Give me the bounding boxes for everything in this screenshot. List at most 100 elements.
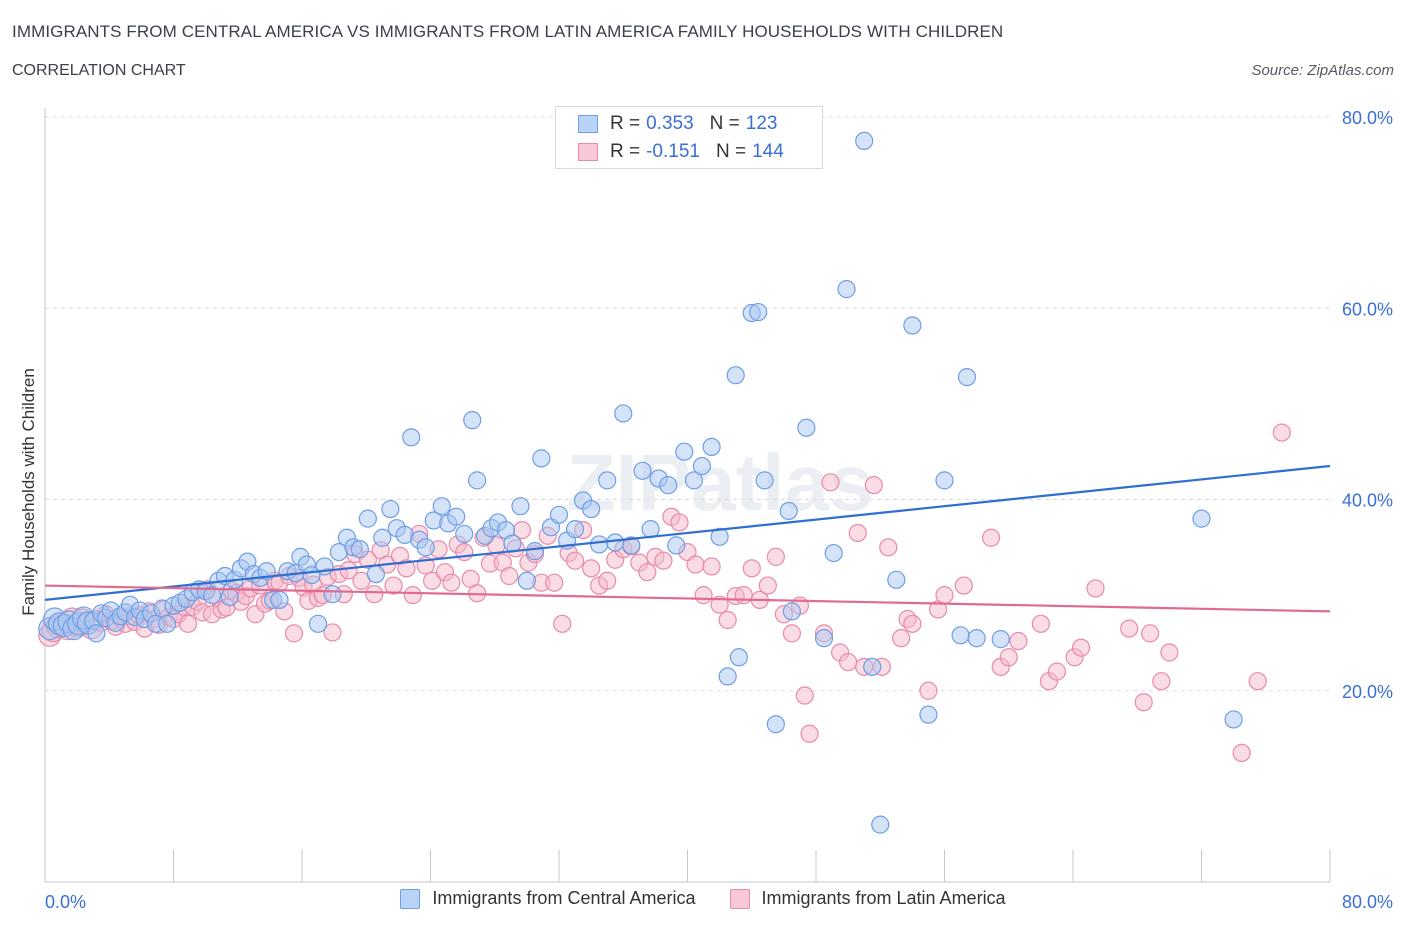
central-america-point — [951, 626, 970, 645]
legend-n-label: N = — [709, 113, 740, 134]
central-america-point — [517, 571, 536, 590]
central-america-point — [726, 366, 745, 385]
central-america-point — [684, 471, 704, 490]
central-america-point — [935, 471, 954, 490]
legend-label-central-america: Immigrants from Central America — [432, 888, 696, 908]
latin-america-point — [795, 686, 814, 705]
central-america-point — [270, 590, 289, 610]
latin-america-point — [1134, 693, 1153, 712]
series-central-america-points — [38, 131, 1243, 834]
central-america-point — [837, 280, 856, 299]
latin-america-point — [598, 571, 617, 590]
y-axis-label: Family Households with Children — [19, 368, 38, 616]
central-america-point — [622, 536, 641, 555]
latin-america-point — [1272, 423, 1291, 442]
central-america-point — [525, 542, 545, 561]
central-america-point — [824, 543, 843, 563]
latin-america-point — [981, 528, 1001, 547]
latin-america-point — [638, 563, 657, 582]
central-america-point — [565, 520, 585, 539]
trendline-latin-america — [44, 584, 1331, 613]
central-america-point — [220, 587, 239, 607]
central-america-point — [749, 302, 768, 322]
central-america-point — [511, 497, 530, 516]
latin-america-point — [1120, 619, 1139, 638]
y-tick-label: 80.0% — [1342, 108, 1393, 128]
central-america-point — [729, 648, 749, 667]
latin-america-point — [1232, 743, 1251, 763]
latin-america-point — [954, 576, 973, 595]
legend-swatch-pink — [729, 888, 750, 909]
central-america-point — [659, 476, 678, 495]
central-america-point — [532, 449, 551, 468]
central-america-point — [710, 527, 729, 546]
series-legend: Immigrants from Central America Immigran… — [0, 888, 1406, 909]
latin-america-point — [1086, 579, 1105, 598]
latin-america-point — [1248, 672, 1267, 691]
central-america-point — [702, 437, 721, 457]
trendline-central-america — [44, 464, 1331, 602]
legend-n-value: 123 — [745, 113, 778, 134]
latin-america-point — [178, 614, 198, 633]
latin-america-point — [782, 624, 802, 643]
legend-swatch-blue — [578, 115, 598, 133]
central-america-point — [549, 505, 569, 524]
central-america-point — [967, 629, 986, 648]
latin-america-point — [545, 573, 564, 592]
x-tick-label: 80.0% — [1342, 892, 1393, 912]
legend-n-label: N = — [715, 141, 747, 162]
central-america-point — [402, 428, 421, 447]
central-america-point — [582, 499, 601, 519]
central-america-point — [323, 585, 342, 604]
central-america-point — [633, 461, 652, 480]
y-tick-labels: 20.0% 40.0% 60.0% 80.0% — [1342, 108, 1393, 702]
latin-america-point — [1160, 643, 1179, 662]
latin-america-point — [821, 473, 840, 492]
legend-r-label: R = — [610, 141, 641, 162]
central-america-point — [416, 538, 435, 557]
central-america-point — [919, 705, 938, 724]
central-america-point — [755, 471, 774, 490]
central-america-point — [366, 564, 385, 584]
latin-america-point — [1009, 631, 1028, 651]
central-america-point — [991, 630, 1010, 649]
latin-america-point — [397, 559, 416, 578]
central-america-point — [887, 570, 906, 589]
chart-subtitle: CORRELATION CHART — [12, 62, 186, 79]
latin-america-point — [892, 629, 911, 648]
central-america-point — [503, 534, 522, 553]
central-america-point — [871, 815, 890, 834]
latin-america-point — [323, 623, 342, 642]
central-america-point — [1192, 509, 1211, 528]
latin-america-point — [1140, 624, 1160, 643]
latin-america-point — [582, 559, 601, 578]
y-tick-label: 40.0% — [1342, 491, 1393, 511]
central-america-point — [863, 657, 882, 676]
legend-row-central-america: R = 0.353 N = 123 — [578, 112, 783, 136]
latin-america-point — [879, 538, 898, 557]
central-america-point — [692, 456, 712, 476]
latin-america-point — [999, 648, 1018, 667]
latin-america-point — [1031, 614, 1050, 633]
latin-america-point — [742, 559, 761, 578]
latin-america-point — [800, 724, 819, 743]
latin-america-point — [758, 576, 777, 595]
central-america-point — [667, 536, 686, 555]
latin-america-point — [734, 586, 753, 605]
legend-item-latin-america: Immigrants from Latin America — [729, 888, 1006, 909]
latin-america-point — [403, 586, 422, 605]
latin-america-point — [1071, 638, 1091, 657]
central-america-point — [157, 614, 177, 633]
latin-america-point — [919, 681, 938, 700]
latin-america-point — [455, 542, 474, 562]
latin-america-point — [839, 652, 858, 672]
legend-item-central-america: Immigrants from Central America — [400, 888, 696, 909]
legend-swatch-pink — [578, 143, 598, 161]
central-america-point — [766, 715, 785, 734]
central-america-point — [814, 629, 834, 648]
latin-america-point — [1152, 672, 1171, 691]
central-america-point — [381, 499, 400, 519]
central-america-point — [782, 602, 802, 621]
y-tick-label: 60.0% — [1342, 299, 1393, 319]
central-america-point — [455, 524, 474, 544]
